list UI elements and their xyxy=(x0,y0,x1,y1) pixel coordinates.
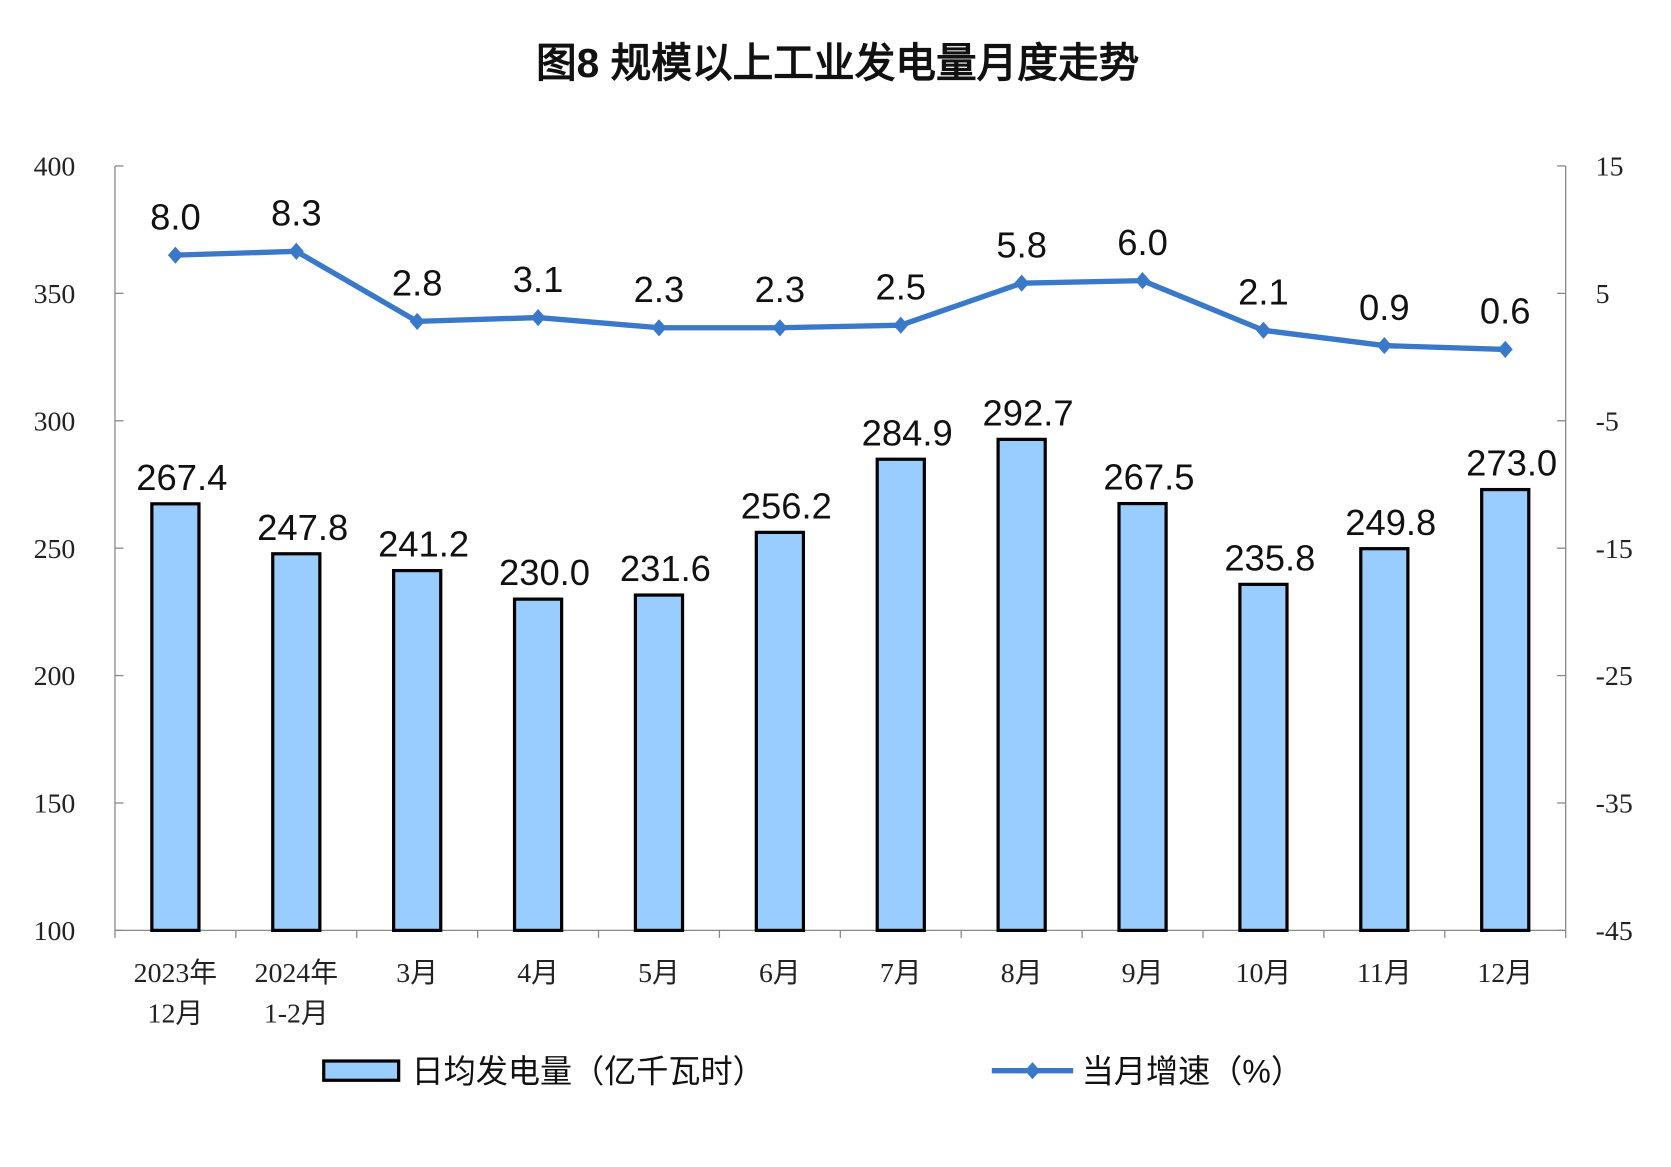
legend-bar-label: 日均发电量（亿千瓦时） xyxy=(412,1053,765,1089)
bar-value-label: 267.4 xyxy=(136,457,227,498)
bar xyxy=(1117,501,1168,932)
bar xyxy=(1480,487,1531,932)
line-value-label: 6.0 xyxy=(1117,222,1168,263)
bar xyxy=(1359,547,1410,932)
x-tick-label: 9月 xyxy=(1122,958,1164,989)
right-tick-label: -5 xyxy=(1596,406,1619,437)
left-tick-label: 400 xyxy=(34,152,76,183)
legend-line-marker xyxy=(1025,1062,1040,1080)
line-marker xyxy=(772,319,788,337)
line-marker xyxy=(1135,272,1151,290)
line-marker xyxy=(409,312,425,330)
bar-value-label: 247.8 xyxy=(257,507,348,548)
x-tick-label: 12月 xyxy=(148,998,204,1029)
line-value-label: 3.1 xyxy=(513,259,564,300)
line-marker xyxy=(1497,340,1513,358)
bar-value-label: 235.8 xyxy=(1224,537,1315,578)
left-tick-label: 200 xyxy=(34,661,76,692)
x-tick-label: 3月 xyxy=(396,958,438,989)
left-tick-label: 350 xyxy=(34,279,76,310)
bar xyxy=(512,597,564,932)
right-tick-label: -15 xyxy=(1596,534,1633,565)
line-series xyxy=(167,242,1513,358)
data-labels: 267.4 247.8 241.2 230.0 231.6 256.2 284.9 292.7… xyxy=(136,193,1557,594)
x-tick-label: 11月 xyxy=(1357,958,1412,989)
right-tick-label: -35 xyxy=(1596,789,1633,820)
bar-value-label: 273.0 xyxy=(1466,443,1557,484)
bar xyxy=(996,437,1047,932)
right-tick-label: -45 xyxy=(1596,916,1633,947)
line-value-label: 8.3 xyxy=(271,193,322,234)
axes: 100 150 200 250 300 350 400 -45 -35 -25 -15 -5 5 15 20… xyxy=(34,152,1633,1030)
bar xyxy=(875,457,926,932)
left-tick-label: 150 xyxy=(34,789,76,820)
bar xyxy=(1238,582,1289,932)
right-tick-label: 5 xyxy=(1596,279,1610,310)
line-marker xyxy=(1376,337,1392,355)
line-value-label: 8.0 xyxy=(150,196,201,237)
bar xyxy=(271,552,322,932)
x-tick-label: 10月 xyxy=(1236,958,1292,989)
legend-bar-swatch xyxy=(322,1059,401,1082)
x-tick-label: 4月 xyxy=(517,958,559,989)
line-value-label: 0.6 xyxy=(1480,291,1531,332)
line-marker xyxy=(651,319,667,337)
bar xyxy=(633,593,685,932)
x-tick-label: 6月 xyxy=(759,958,801,989)
bar-value-label: 249.8 xyxy=(1345,502,1436,543)
bar xyxy=(754,530,806,932)
bar xyxy=(392,568,443,932)
line-marker xyxy=(893,316,909,334)
line-value-label: 0.9 xyxy=(1359,287,1410,328)
left-tick-label: 100 xyxy=(34,916,76,947)
x-tick-label: 2023年 xyxy=(134,958,218,989)
line-value-label: 2.5 xyxy=(875,267,926,308)
x-tick-label: 7月 xyxy=(880,958,922,989)
line-value-label: 2.8 xyxy=(392,263,443,304)
line-marker xyxy=(530,308,546,327)
bar-value-label: 267.5 xyxy=(1103,457,1194,498)
legend: 日均发电量（亿千瓦时） 当月增速（%） xyxy=(322,1053,1303,1089)
chart-title: 图8 规模以上工业发电量月度走势 xyxy=(536,40,1139,86)
bar-value-label: 284.9 xyxy=(862,412,953,453)
bar xyxy=(150,502,201,932)
x-tick-label: 8月 xyxy=(1001,958,1043,989)
line-marker xyxy=(1014,274,1030,292)
bar-value-label: 256.2 xyxy=(741,485,832,526)
x-tick-label: 1-2月 xyxy=(264,998,329,1029)
bar-value-label: 292.7 xyxy=(983,392,1074,433)
bar-series xyxy=(150,437,1531,932)
left-tick-label: 250 xyxy=(34,534,76,565)
x-tick-label: 2024年 xyxy=(255,958,339,989)
line-marker xyxy=(167,246,183,264)
right-tick-label: 15 xyxy=(1596,152,1624,183)
line-path xyxy=(175,248,1506,353)
legend-line-label: 当月增速（%） xyxy=(1082,1053,1303,1089)
line-value-label: 2.3 xyxy=(634,269,685,310)
bar-value-label: 231.6 xyxy=(620,548,711,589)
x-tick-label: 12月 xyxy=(1477,958,1533,989)
line-value-label: 5.8 xyxy=(996,224,1047,265)
line-marker xyxy=(1255,321,1271,339)
line-value-label: 2.1 xyxy=(1238,272,1289,313)
bar-value-label: 230.0 xyxy=(499,552,590,593)
left-tick-label: 300 xyxy=(34,406,76,437)
bar-value-label: 241.2 xyxy=(378,524,469,565)
line-value-label: 2.3 xyxy=(755,269,806,310)
x-tick-label: 5月 xyxy=(638,958,680,989)
right-tick-label: -25 xyxy=(1596,661,1633,692)
